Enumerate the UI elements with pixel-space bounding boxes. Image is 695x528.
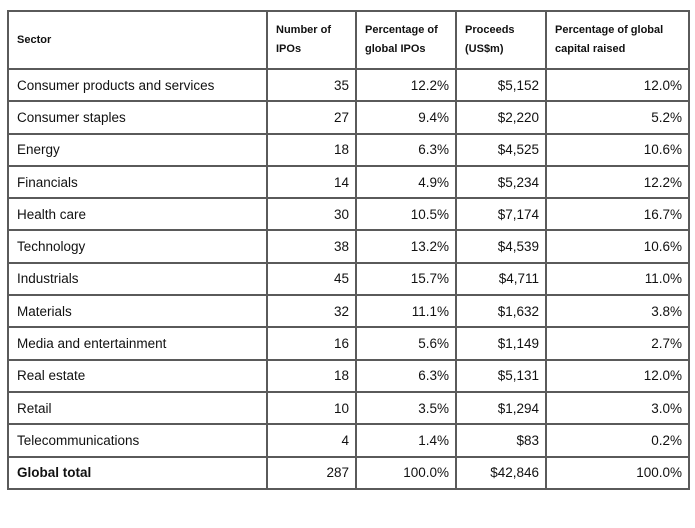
cell-percentage-global-ipos: 15.7% <box>355 261 457 297</box>
header-number-of-ipos: Number of IPOs <box>266 10 357 70</box>
table-row: Energy 18 6.3% $4,525 10.6% <box>7 132 690 167</box>
ipo-sector-table: Sector Number of IPOs Percentage of global I… <box>7 10 690 490</box>
cell-percentage-global-ipos: 6.3% <box>355 132 457 167</box>
header-text: Percentage of <box>365 24 438 36</box>
cell-proceeds: $1,149 <box>455 326 547 361</box>
table-row: Industrials 45 15.7% $4,711 11.0% <box>7 261 690 297</box>
cell-number-of-ipos: 38 <box>266 229 357 264</box>
cell-percentage-global-capital: 12.2% <box>545 164 690 200</box>
header-percentage-global-ipos: Percentage of global IPOs <box>355 10 457 70</box>
cell-percentage-global-ipos: 1.4% <box>355 423 457 458</box>
cell-proceeds: $1,632 <box>455 294 547 329</box>
cell-proceeds: $4,711 <box>455 261 547 297</box>
header-text: Sector <box>17 33 52 46</box>
cell-percentage-global-capital: 100.0% <box>545 455 690 490</box>
header-text: Percentage of global <box>555 24 664 36</box>
cell-percentage-global-capital: 3.0% <box>545 390 690 426</box>
cell-number-of-ipos: 14 <box>266 164 357 200</box>
cell-number-of-ipos: 18 <box>266 132 357 167</box>
cell-number-of-ipos: 32 <box>266 294 357 329</box>
cell-percentage-global-capital: 0.2% <box>545 423 690 458</box>
cell-percentage-global-capital: 11.0% <box>545 261 690 297</box>
header-sector: Sector <box>7 10 268 70</box>
cell-sector: Technology <box>7 229 268 264</box>
header-text: Proceeds <box>465 24 515 36</box>
table-row: Technology 38 13.2% $4,539 10.6% <box>7 229 690 264</box>
cell-sector: Consumer staples <box>7 100 268 135</box>
cell-percentage-global-ipos: 100.0% <box>355 455 457 490</box>
cell-percentage-global-ipos: 3.5% <box>355 390 457 426</box>
header-text: Number of <box>276 24 331 36</box>
header-text: IPOs <box>276 43 302 55</box>
cell-number-of-ipos: 35 <box>266 67 357 103</box>
cell-number-of-ipos: 10 <box>266 390 357 426</box>
cell-proceeds: $1,294 <box>455 390 547 426</box>
table-row: Materials 32 11.1% $1,632 3.8% <box>7 294 690 329</box>
cell-percentage-global-capital: 12.0% <box>545 67 690 103</box>
header-text: (US$m) <box>465 43 504 55</box>
cell-proceeds: $5,152 <box>455 67 547 103</box>
cell-percentage-global-capital: 2.7% <box>545 326 690 361</box>
cell-proceeds: $4,539 <box>455 229 547 264</box>
cell-proceeds: $2,220 <box>455 100 547 135</box>
cell-number-of-ipos: 27 <box>266 100 357 135</box>
table-row: Real estate 18 6.3% $5,131 12.0% <box>7 358 690 393</box>
cell-proceeds: $83 <box>455 423 547 458</box>
cell-proceeds: $7,174 <box>455 197 547 232</box>
cell-number-of-ipos: 30 <box>266 197 357 232</box>
cell-sector: Global total <box>7 455 268 490</box>
table-row: Consumer staples 27 9.4% $2,220 5.2% <box>7 100 690 135</box>
cell-number-of-ipos: 287 <box>266 455 357 490</box>
cell-sector: Financials <box>7 164 268 200</box>
header-proceeds: Proceeds (US$m) <box>455 10 547 70</box>
cell-percentage-global-capital: 10.6% <box>545 132 690 167</box>
cell-percentage-global-capital: 3.8% <box>545 294 690 329</box>
cell-proceeds: $5,234 <box>455 164 547 200</box>
cell-proceeds: $5,131 <box>455 358 547 393</box>
cell-percentage-global-capital: 5.2% <box>545 100 690 135</box>
cell-percentage-global-ipos: 11.1% <box>355 294 457 329</box>
table-row: Financials 14 4.9% $5,234 12.2% <box>7 164 690 200</box>
cell-percentage-global-ipos: 12.2% <box>355 67 457 103</box>
cell-percentage-global-ipos: 6.3% <box>355 358 457 393</box>
header-text: capital raised <box>555 43 626 55</box>
cell-percentage-global-capital: 10.6% <box>545 229 690 264</box>
cell-number-of-ipos: 18 <box>266 358 357 393</box>
cell-number-of-ipos: 4 <box>266 423 357 458</box>
table-row: Retail 10 3.5% $1,294 3.0% <box>7 390 690 426</box>
cell-percentage-global-ipos: 9.4% <box>355 100 457 135</box>
cell-percentage-global-ipos: 10.5% <box>355 197 457 232</box>
cell-sector: Media and entertainment <box>7 326 268 361</box>
table-row: Telecommunications 4 1.4% $83 0.2% <box>7 423 690 458</box>
cell-sector: Materials <box>7 294 268 329</box>
cell-sector: Retail <box>7 390 268 426</box>
header-text: global IPOs <box>365 43 426 55</box>
header-percentage-global-capital: Percentage of global capital raised <box>545 10 690 70</box>
cell-number-of-ipos: 16 <box>266 326 357 361</box>
cell-sector: Telecommunications <box>7 423 268 458</box>
cell-sector: Real estate <box>7 358 268 393</box>
header-row: Sector Number of IPOs Percentage of global I… <box>7 10 690 70</box>
cell-proceeds: $42,846 <box>455 455 547 490</box>
total-row: Global total 287 100.0% $42,846 100.0% <box>7 455 690 490</box>
cell-percentage-global-capital: 12.0% <box>545 358 690 393</box>
cell-number-of-ipos: 45 <box>266 261 357 297</box>
cell-percentage-global-ipos: 13.2% <box>355 229 457 264</box>
cell-sector: Health care <box>7 197 268 232</box>
table-row: Health care 30 10.5% $7,174 16.7% <box>7 197 690 232</box>
cell-percentage-global-capital: 16.7% <box>545 197 690 232</box>
table-row: Media and entertainment 16 5.6% $1,149 2.7% <box>7 326 690 361</box>
cell-sector: Industrials <box>7 261 268 297</box>
table-row: Consumer products and services 35 12.2% $5,… <box>7 67 690 103</box>
cell-percentage-global-ipos: 5.6% <box>355 326 457 361</box>
cell-sector: Consumer products and services <box>7 67 268 103</box>
cell-percentage-global-ipos: 4.9% <box>355 164 457 200</box>
cell-proceeds: $4,525 <box>455 132 547 167</box>
cell-sector: Energy <box>7 132 268 167</box>
